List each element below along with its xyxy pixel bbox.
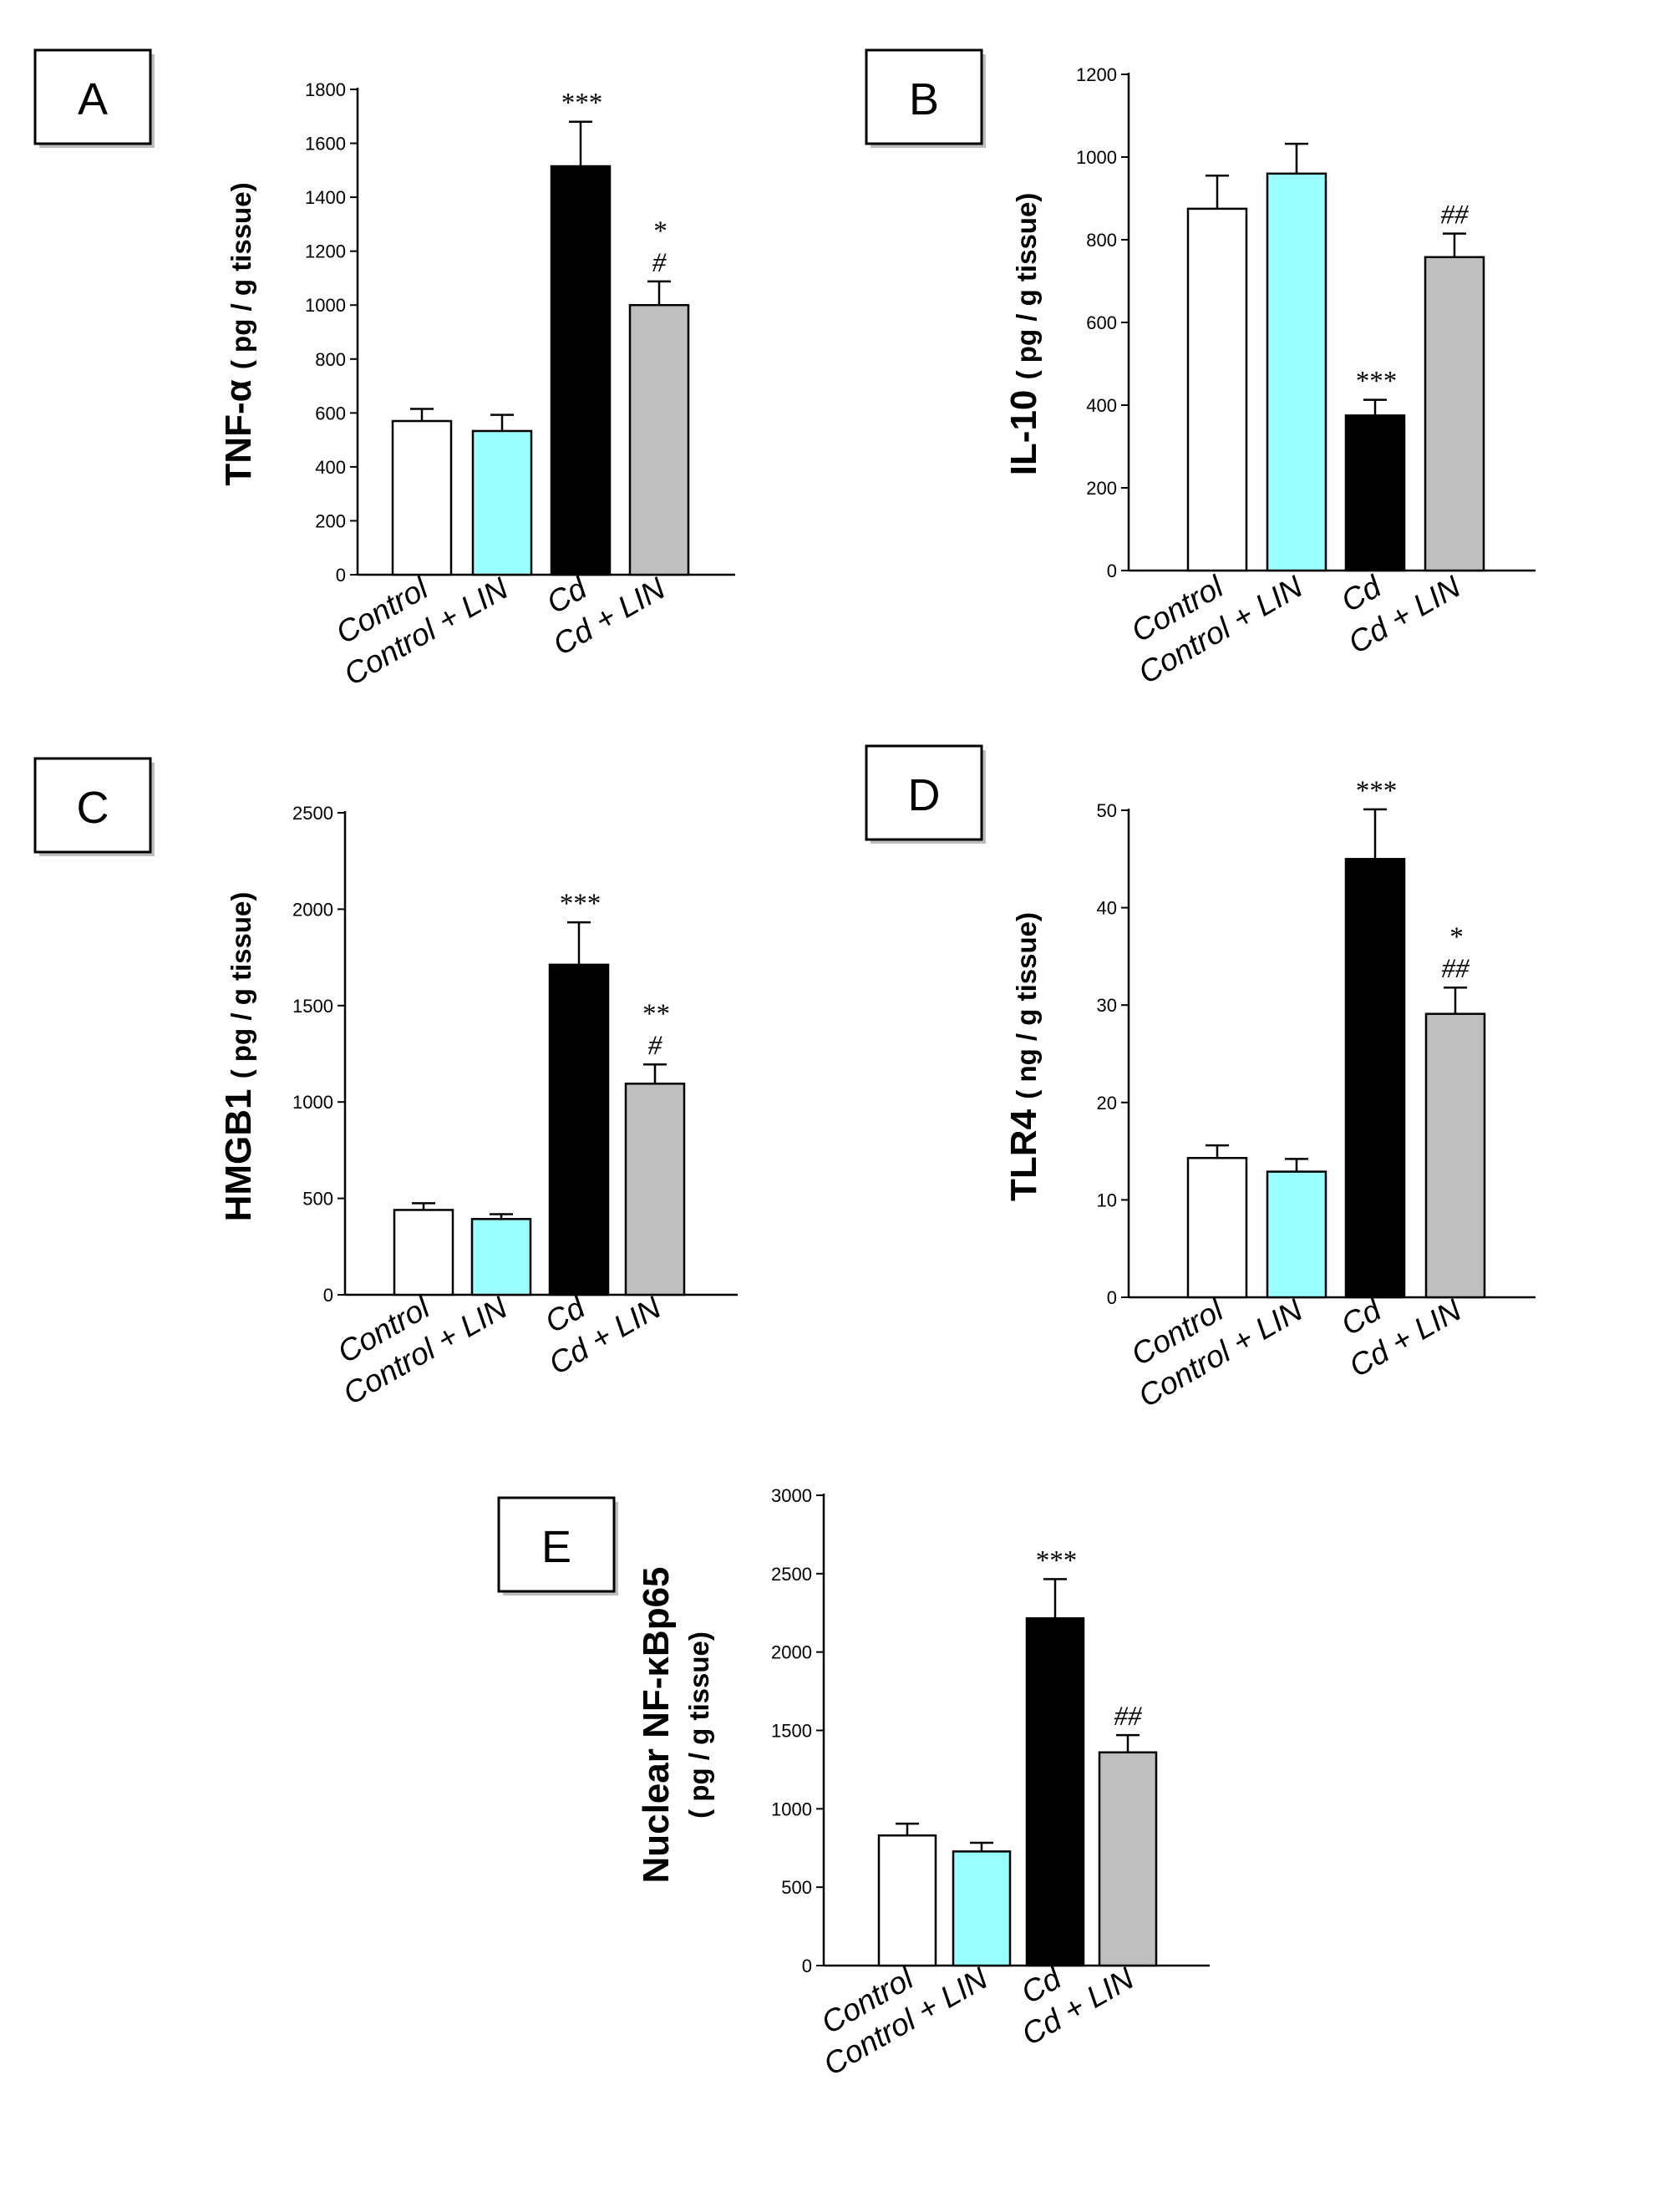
y-tick-label: 2000 [771,1642,812,1663]
y-axis-title: Nuclear NF-κBp65 [636,1566,677,1883]
panel-a: A020040060080010001200140016001800Contro… [33,48,735,692]
bar-cd [548,963,610,1296]
y-tick-label: 50 [1097,800,1117,821]
y-axis-unit: ( pg / g tissue) [683,1631,714,1819]
significance-marker: * [1449,922,1463,952]
panel-letter-box [33,757,152,854]
y-tick-label: 400 [315,457,346,478]
significance-marker: * [652,216,667,246]
y-tick-label: 600 [1086,312,1117,333]
y-tick-label: 0 [336,565,346,586]
bar-control [1186,1157,1248,1299]
y-tick-label: 3000 [771,1485,812,1506]
y-tick-label: 1600 [305,134,346,155]
y-tick-label: 1800 [305,79,346,100]
y-tick-label: 200 [1086,478,1117,499]
significance-marker: *** [1354,367,1396,397]
y-tick-label: 10 [1097,1190,1117,1210]
y-tick-label: 0 [323,1285,333,1306]
bar-cd-lin [1098,1751,1158,1967]
significance-marker: # [652,248,667,278]
panel-letter-box [865,48,983,145]
significance-marker: *** [558,889,600,919]
bar-cd-lin [1424,256,1485,572]
y-tick-label: 1000 [1076,147,1117,168]
y-axis-title: TNF-α ( pg / g tissue) [218,182,259,485]
significance-marker: *** [1034,1545,1076,1575]
y-tick-label: 2500 [292,803,333,824]
y-tick-label: 0 [1107,1287,1117,1308]
bar-control-lin [1266,1170,1327,1299]
bar-cd-lin [1424,1012,1486,1299]
significance-marker: ## [1114,1702,1144,1732]
significance-marker: ## [1442,954,1471,984]
bar-cd [1025,1617,1085,1967]
bar-cd [550,165,612,576]
significance-marker: ** [642,999,670,1029]
y-tick-label: 20 [1097,1093,1117,1114]
significance-marker: *** [560,89,602,119]
y-tick-label: 40 [1097,898,1117,919]
panel-letter: D [908,770,941,820]
y-tick-label: 1000 [305,295,346,316]
y-axis-title: TLR4 ( ng / g tissue) [1003,912,1044,1201]
bar-cd [1344,414,1406,572]
bar-control [1186,207,1248,572]
y-tick-label: 200 [315,510,346,531]
y-tick-label: 1200 [305,241,346,262]
panel-letter: A [78,74,108,124]
y-tick-label: 800 [1086,230,1117,251]
significance-marker: *** [1354,776,1396,806]
panel-letter: B [909,74,939,124]
y-tick-label: 1200 [1076,64,1117,85]
y-tick-label: 1500 [771,1721,812,1742]
y-tick-label: 600 [315,403,346,424]
bar-cd [1344,858,1406,1299]
bar-control [391,419,453,576]
y-tick-label: 500 [781,1877,812,1898]
panel-letter: C [77,783,109,833]
panel-letter-box [865,744,983,841]
y-tick-label: 400 [1086,395,1117,416]
bar-control-lin [471,429,533,576]
y-tick-label: 2500 [771,1564,812,1585]
bar-control [877,1834,937,1967]
y-tick-label: 1400 [305,187,346,208]
y-tick-label: 1000 [292,1092,333,1113]
y-axis-title: HMGB1 ( pg / g tissue) [218,892,259,1222]
y-tick-label: 800 [315,349,346,370]
y-tick-label: 0 [1107,561,1117,581]
y-tick-label: 1000 [771,1799,812,1819]
panel-e: E050010001500200025003000ControlControl … [497,1485,1210,2082]
y-tick-label: 0 [802,1956,812,1976]
significance-marker: ## [1441,200,1470,231]
significance-marker: # [648,1031,663,1061]
bar-control-lin [952,1850,1012,1967]
bar-cd-lin [628,303,690,576]
bar-control-lin [1266,172,1327,572]
panel-letter-box [33,48,152,145]
panel-letter-box [497,1496,616,1593]
y-axis-title: IL-10 ( pg / g tissue) [1003,193,1044,476]
panel-letter: E [541,1522,571,1572]
y-tick-label: 2000 [292,899,333,920]
y-tick-label: 1500 [292,996,333,1017]
y-tick-label: 500 [302,1189,333,1210]
bar-cd-lin [624,1083,686,1296]
bar-control [393,1209,454,1296]
bar-control-lin [470,1218,532,1296]
y-tick-label: 30 [1097,995,1117,1016]
